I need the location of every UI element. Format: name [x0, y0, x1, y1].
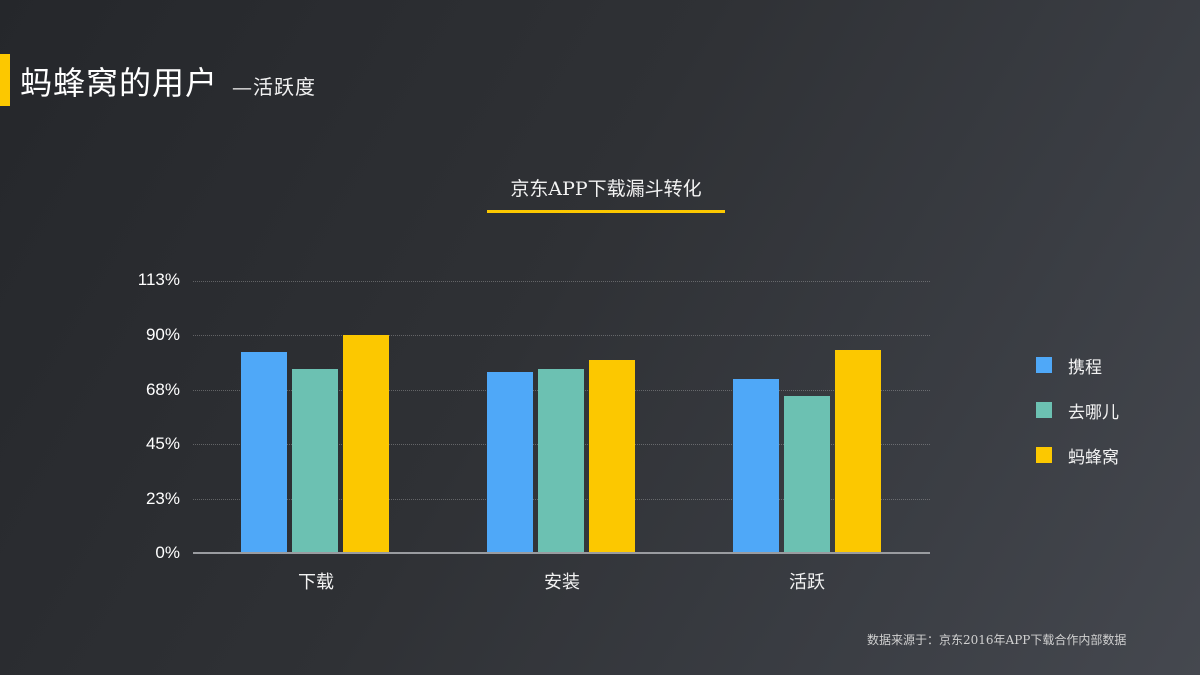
- y-tick-label: 23%: [145, 489, 180, 508]
- chart-title: 京东APP下载漏斗转化: [510, 178, 702, 200]
- x-tick-label: 活跃: [789, 572, 825, 593]
- legend: 携程 去哪儿 蚂蜂窝: [1036, 354, 1119, 489]
- bar-ctrip-active: [733, 378, 779, 553]
- bar-qunar-install: [538, 369, 584, 553]
- plot-area: [193, 281, 930, 554]
- bar-qunar-download: [292, 369, 338, 553]
- y-tick-label: 68%: [145, 380, 180, 399]
- bar-ctrip-install: [487, 371, 533, 553]
- y-tick-label: 0%: [155, 543, 180, 562]
- legend-swatch: [1036, 447, 1052, 463]
- page-title-text: 蚂蜂窝的用户: [20, 64, 219, 102]
- gridline: [193, 335, 930, 336]
- page-subtitle: —活跃度: [232, 75, 317, 99]
- legend-swatch: [1036, 357, 1052, 373]
- y-tick-label: 90%: [145, 325, 180, 344]
- x-tick-label: 安装: [544, 572, 580, 593]
- gridline: [193, 281, 930, 282]
- y-tick-label: 113%: [137, 270, 180, 289]
- legend-label: 去哪儿: [1068, 402, 1119, 423]
- page-title: 蚂蜂窝的用户 —活跃度: [20, 58, 316, 104]
- legend-item-qunar: 去哪儿: [1036, 399, 1119, 423]
- bar-mafengwo-install: [589, 359, 635, 553]
- y-tick-label: 45%: [145, 434, 180, 453]
- bar-qunar-active: [784, 395, 830, 553]
- title-accent-bar: [0, 54, 10, 106]
- bar-mafengwo-active: [835, 349, 881, 553]
- x-axis-line: [193, 552, 930, 554]
- chart-title-underline: [487, 210, 725, 213]
- source-note: 数据来源于：京东2016年APP下载合作内部数据: [867, 633, 1127, 647]
- bar-ctrip-download: [241, 352, 287, 553]
- x-tick-label: 下载: [298, 572, 334, 593]
- bar-mafengwo-download: [343, 335, 389, 553]
- legend-item-mafengwo: 蚂蜂窝: [1036, 444, 1119, 468]
- legend-swatch: [1036, 402, 1052, 418]
- legend-label: 携程: [1068, 357, 1102, 378]
- legend-item-ctrip: 携程: [1036, 354, 1119, 378]
- legend-label: 蚂蜂窝: [1068, 447, 1119, 468]
